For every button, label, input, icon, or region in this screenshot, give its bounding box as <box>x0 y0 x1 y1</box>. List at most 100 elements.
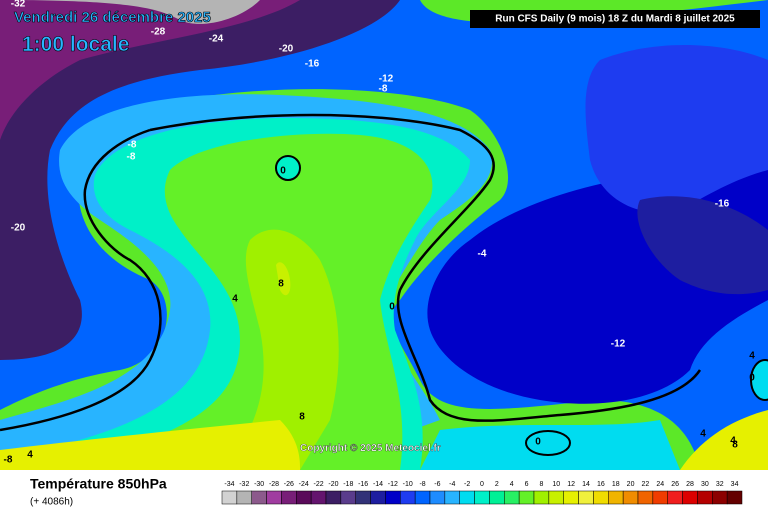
contour-label: 0 <box>749 373 755 384</box>
zero-contour-ring <box>525 430 571 456</box>
legend-label: 4 <box>510 481 514 488</box>
legend-label: -8 <box>419 481 425 488</box>
legend-label: 14 <box>582 481 590 488</box>
legend-swatch <box>355 490 371 505</box>
contour-label: 8 <box>278 279 284 290</box>
legend-label: -34 <box>224 481 234 488</box>
very-cold-region <box>0 0 400 360</box>
legend-swatch <box>489 490 505 505</box>
legend-swatch <box>548 490 564 505</box>
south-east-warm <box>680 410 768 470</box>
contour-label: 8 <box>732 440 738 451</box>
legend-swatch <box>518 490 535 505</box>
warm-spot <box>276 262 291 296</box>
contour-label: 4 <box>232 294 238 305</box>
legend-swatch <box>652 490 668 505</box>
contour-label: -20 <box>11 223 26 234</box>
legend-swatch <box>444 490 460 505</box>
legend-label: 28 <box>686 481 694 488</box>
legend-swatch <box>622 490 639 505</box>
legend-swatch <box>400 490 416 505</box>
copyright: Copyright © 2025 Meteociel.fr <box>300 443 441 454</box>
legend-label: 8 <box>539 481 543 488</box>
footer-lead: (+ 4086h) <box>30 497 73 508</box>
legend-label: 32 <box>716 481 724 488</box>
legend-swatch <box>533 490 550 505</box>
legend-label: -30 <box>254 481 264 488</box>
legend-swatch <box>459 490 475 505</box>
contour-label: -12 <box>379 74 394 85</box>
contour-label: -20 <box>279 44 294 55</box>
run-info: Run CFS Daily (9 mois) 18 Z du Mardi 8 j… <box>495 14 735 25</box>
forecast-time: 1:00 locale <box>22 33 129 56</box>
run-box <box>470 10 760 28</box>
east-cold <box>637 196 768 295</box>
contour-label: -8 <box>128 140 137 151</box>
legend-label: 12 <box>567 481 575 488</box>
contour-label: 0 <box>389 302 395 313</box>
legend-label: 34 <box>731 481 739 488</box>
legend-label: 6 <box>525 481 529 488</box>
contour-label: -12 <box>611 339 626 350</box>
legend-swatch <box>578 490 594 505</box>
legend-label: -18 <box>343 481 353 488</box>
legend-swatch <box>682 490 698 505</box>
russia-cold <box>585 45 768 213</box>
arctic-core <box>0 0 260 24</box>
zero-contour <box>0 128 162 432</box>
legend-label: 20 <box>627 481 635 488</box>
legend-label: 18 <box>612 481 620 488</box>
legend-label: 10 <box>552 481 560 488</box>
legend-swatch <box>325 490 342 505</box>
contour-label: 8 <box>299 412 305 423</box>
legend-swatch <box>296 490 312 505</box>
legend-swatch <box>370 490 386 505</box>
contour-label: 0 <box>280 166 286 177</box>
contour-label: -8 <box>4 455 13 466</box>
contour-label: -4 <box>478 249 487 260</box>
contour-label: 4 <box>700 429 706 440</box>
legend-swatch <box>504 490 520 505</box>
arctic-region <box>0 0 300 140</box>
contour-labels: -32-28-24-20-16-12-8-8-80-20480-4-16-124… <box>4 0 756 466</box>
legend-swatch <box>281 490 297 505</box>
legend-swatch <box>593 490 609 505</box>
legend-swatch <box>236 490 252 505</box>
legend-label: -22 <box>314 481 324 488</box>
legend-label: 16 <box>597 481 605 488</box>
legend-swatch <box>310 490 327 505</box>
legend-label: 0 <box>480 481 484 488</box>
legend-swatch <box>637 490 654 505</box>
legend-label: -26 <box>284 481 294 488</box>
warm-band <box>60 133 433 471</box>
forecast-date: Vendredi 26 décembre 2025 <box>14 9 211 26</box>
contour-label: -28 <box>151 27 166 38</box>
contour-label: -24 <box>209 34 224 45</box>
legend-label: -16 <box>358 481 368 488</box>
legend-label: 22 <box>642 481 650 488</box>
contour-label: -8 <box>379 84 388 95</box>
legend-swatch <box>474 490 490 505</box>
legend-swatch <box>429 490 446 505</box>
legend-label: -14 <box>373 481 383 488</box>
legend-label: -32 <box>239 481 249 488</box>
contour-label: -16 <box>715 199 730 210</box>
legend-swatch <box>385 490 401 505</box>
legend-swatch <box>726 490 743 505</box>
map: Run CFS Daily (9 mois) 18 Z du Mardi 8 j… <box>0 0 768 471</box>
legend-label: -24 <box>299 481 309 488</box>
legend-swatch <box>414 490 431 505</box>
legend-label: -10 <box>403 481 413 488</box>
contour-label: -8 <box>127 152 136 163</box>
legend-swatch <box>697 490 713 505</box>
legend-label: 24 <box>656 481 664 488</box>
legend-label: -2 <box>464 481 470 488</box>
legend-swatch <box>340 490 356 505</box>
legend-swatch <box>563 490 579 505</box>
legend-label: -4 <box>449 481 455 488</box>
contour-label: 4 <box>27 450 33 461</box>
legend-label: -6 <box>434 481 440 488</box>
zero-contour-ring <box>750 359 768 401</box>
legend-label: -20 <box>328 481 338 488</box>
